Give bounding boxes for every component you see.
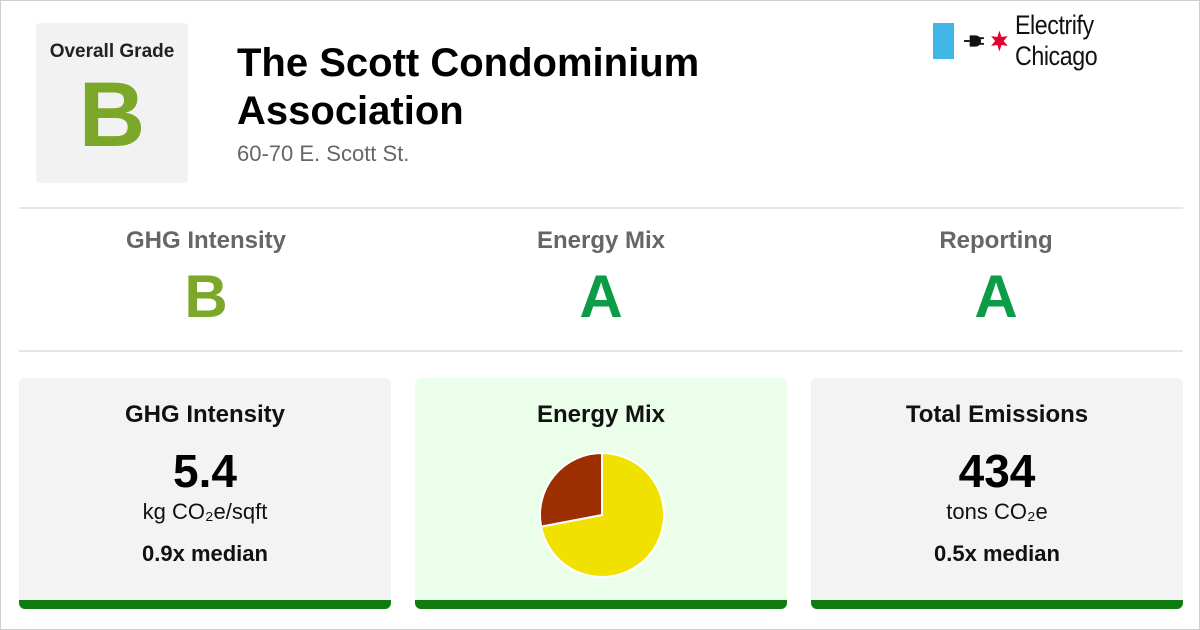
card-ghg-value: 5.4 — [173, 445, 237, 497]
card-total-emissions: Total Emissions 434 tons CO₂e 0.5x media… — [811, 378, 1183, 609]
subgrade-ghg: GHG Intensity B — [16, 227, 396, 329]
overall-grade-box: Overall Grade B — [36, 23, 188, 183]
logo-text: Electrify Chicago — [1015, 10, 1098, 71]
subgrade-reporting-letter: A — [974, 263, 1018, 330]
pie-slice-1 — [539, 451, 603, 528]
overall-grade-label: Overall Grade — [49, 41, 175, 62]
building-address: 60-70 E. Scott St. — [237, 141, 410, 166]
card-ghg-title: GHG Intensity — [124, 401, 286, 428]
card-ghg-bar — [19, 600, 391, 609]
energy-mix-pie-chart — [539, 451, 665, 578]
card-mix-bar — [415, 600, 787, 609]
card-emissions-unit: tons CO₂e — [946, 499, 1048, 524]
card-emissions-median: 0.5x median — [934, 541, 1060, 566]
subgrade-ghg-letter: B — [184, 263, 228, 330]
card-emissions-value: 434 — [958, 445, 1036, 497]
subgrade-reporting-label: Reporting — [939, 227, 1053, 254]
divider-middle — [19, 350, 1183, 352]
overall-grade-letter: B — [78, 64, 146, 166]
subgrade-reporting: Reporting A — [806, 227, 1186, 329]
plug-icon — [963, 35, 984, 47]
subgrade-energy-mix-label: Energy Mix — [536, 227, 666, 254]
card-ghg-unit: kg CO₂e/sqft — [142, 499, 268, 524]
divider-top — [19, 207, 1183, 209]
card-emissions-bar — [811, 600, 1183, 609]
card-ghg-intensity: GHG Intensity 5.4 kg CO₂e/sqft 0.9x medi… — [19, 378, 391, 609]
subgrade-energy-mix: Energy Mix A — [411, 227, 791, 329]
card-emissions-title: Total Emissions — [905, 401, 1089, 428]
card-energy-mix: Energy Mix — [415, 378, 787, 609]
electrify-chicago-logo: Electrify Chicago — [933, 10, 1199, 71]
chicago-star-icon — [990, 30, 1008, 52]
card-mix-title: Energy Mix — [536, 401, 666, 428]
chicago-flag-stripe — [933, 23, 954, 59]
building-title: The Scott Condominium Association — [237, 41, 700, 133]
subgrade-energy-mix-letter: A — [579, 263, 623, 330]
card-ghg-median: 0.9x median — [142, 541, 268, 566]
subgrade-ghg-label: GHG Intensity — [125, 227, 287, 254]
